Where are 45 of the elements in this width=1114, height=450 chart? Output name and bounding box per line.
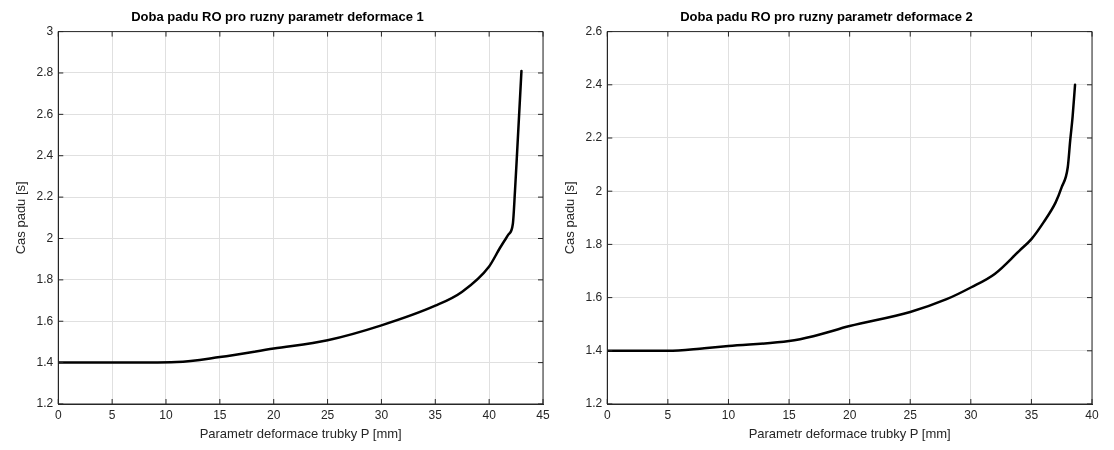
y-tick-label: 2.6: [585, 23, 603, 38]
y-axis-title: Cas padu [s]: [13, 181, 29, 255]
y-tick-label: 1.8: [585, 236, 603, 251]
y-tick-label: 2: [46, 230, 54, 245]
line-series: [607, 83, 1077, 353]
x-tick-label: 10: [159, 407, 173, 422]
y-tick-label: 1.2: [585, 396, 603, 411]
line-series: [58, 69, 523, 364]
x-tick-label: 40: [1085, 407, 1099, 422]
x-tick-label: 35: [428, 407, 443, 422]
y-tick-label: 1.2: [36, 396, 54, 411]
x-tick-label: 35: [1024, 407, 1039, 422]
y-axis-title: Cas padu [s]: [562, 181, 578, 255]
x-tick-label: 25: [903, 407, 918, 422]
x-axis-title: Parametr deformace trubky P [mm]: [748, 425, 951, 441]
y-tick-label: 1.6: [36, 313, 54, 328]
x-tick-label: 5: [108, 407, 116, 422]
y-tick-label: 2.4: [585, 77, 603, 92]
y-tick-label: 2.2: [36, 189, 54, 204]
x-tick-label: 0: [54, 407, 62, 422]
x-tick-label: 5: [664, 407, 672, 422]
x-tick-label: 0: [603, 407, 611, 422]
y-tick-label: 2.8: [36, 65, 54, 80]
chart-title: Doba padu RO pro ruzny parametr deformace 2: [680, 9, 973, 25]
chart-title: Doba padu RO pro ruzny parametr deformace 1: [131, 9, 424, 25]
x-tick-label: 15: [213, 407, 227, 422]
x-tick-label: 20: [842, 407, 857, 422]
y-tick-label: 2.6: [36, 106, 54, 121]
y-tick-label: 1.8: [36, 272, 54, 287]
x-tick-label: 20: [267, 407, 281, 422]
x-tick-label: 30: [374, 407, 389, 422]
x-tick-label: 25: [320, 407, 335, 422]
y-tick-label: 2.4: [36, 148, 54, 163]
x-axis-title: Parametr deformace trubky P [mm]: [199, 425, 402, 441]
y-tick-label: 1.4: [36, 354, 54, 369]
y-tick-label: 2.2: [585, 130, 603, 145]
y-tick-label: 1.6: [585, 289, 603, 304]
x-tick-label: 30: [964, 407, 978, 422]
x-tick-label: 15: [782, 407, 797, 422]
y-tick-label: 3: [46, 23, 54, 38]
x-tick-label: 45: [536, 407, 550, 422]
x-tick-label: 40: [482, 407, 497, 422]
y-tick-label: 2: [595, 183, 603, 198]
x-tick-label: 10: [721, 407, 736, 422]
y-tick-label: 1.4: [585, 343, 603, 358]
